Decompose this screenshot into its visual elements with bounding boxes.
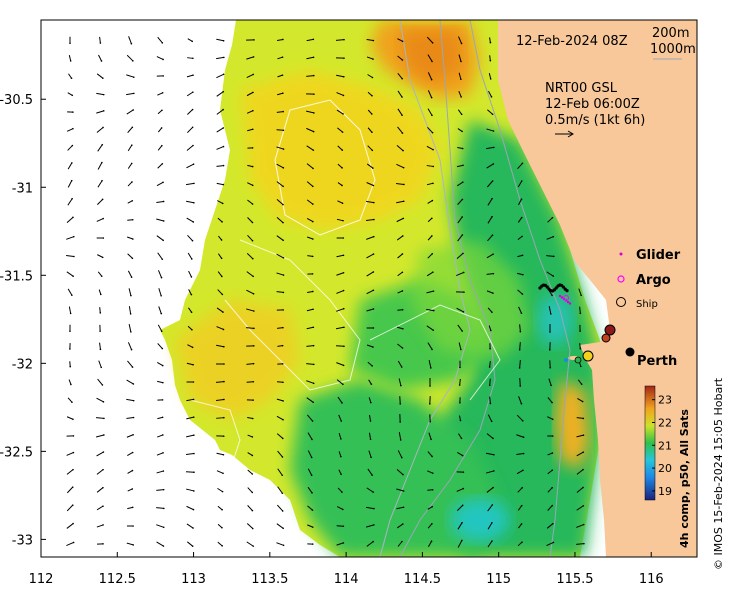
isobath-deep: [379, 20, 471, 557]
y-tick-label: -31: [12, 181, 33, 196]
x-tick-label: 113.5: [251, 572, 288, 587]
x-tick-label: 115: [486, 572, 511, 587]
argo-marker: [563, 295, 569, 301]
x-tick-label: 112.5: [99, 572, 136, 587]
ship-legend-marker: [616, 297, 626, 307]
glider-legend-label: Glider: [636, 248, 681, 263]
sst-cyan-patch-south: [450, 498, 510, 542]
ship-marker-4: [574, 356, 582, 364]
colorbar-tick-label: 19: [658, 485, 672, 498]
colorbar-tick-label: 20: [658, 462, 672, 475]
ssh-contour-west: [224, 239, 361, 391]
x-tick-label: 112: [29, 572, 54, 587]
date-label: 12-Feb-2024 08Z: [516, 34, 628, 49]
perth-label: Perth: [637, 354, 677, 369]
sst-cyan-patch-coast: [537, 294, 573, 346]
y-tick-label: -31.5: [0, 269, 33, 284]
ship-marker-3: [582, 350, 594, 362]
isobath-1000-label: 1000m: [650, 42, 696, 57]
x-tick-label: 116: [639, 572, 664, 587]
argo-legend-marker: [617, 275, 625, 283]
credit-label: © IMOS 15-Feb-2024 15:05 Hobart: [712, 377, 725, 570]
current-vectors: [66, 36, 585, 548]
ssh-contour-south: [189, 399, 241, 471]
current-product-label: NRT00 GSL: [545, 81, 618, 96]
colorbar: [644, 385, 656, 501]
isobath-200m: [469, 20, 571, 557]
sst-coastal-warm: [555, 380, 590, 470]
ship-legend-label: Ship: [636, 299, 658, 310]
sst-yellow-west: [175, 300, 300, 420]
ssh-contour-eddy: [274, 99, 376, 236]
y-tick-label: -30.5: [0, 93, 33, 108]
y-axis: -30.5 -31 -31.5 -32 -32.5 -33: [0, 93, 46, 548]
sst-cool-south: [290, 380, 500, 557]
x-tick-label: 115.5: [556, 572, 593, 587]
plot-frame: [40, 19, 698, 558]
scale-arrow: [555, 130, 574, 138]
colorbar-ticks: 19 20 21 22 23: [652, 394, 672, 498]
sst-light-green: [410, 240, 530, 360]
sst-warm-patch-inner: [400, 30, 462, 85]
ssh-contour-central: [369, 304, 501, 401]
colorbar-label: 4h comp, p50, All Sats: [678, 409, 691, 548]
colorbar-tick-label: 22: [658, 416, 672, 429]
y-tick-label: -32.5: [0, 445, 33, 460]
colorbar-tick-label: 23: [658, 394, 672, 407]
glider-track: [538, 283, 572, 305]
x-axis: 112 112.5 113 113.5 114 114.5 115 115.5 116: [29, 552, 664, 587]
y-tick-label: -33: [12, 533, 33, 548]
current-scale-label: 0.5m/s (1kt 6h): [545, 113, 645, 128]
argo-legend-label: Argo: [636, 273, 671, 288]
x-tick-label: 113: [181, 572, 206, 587]
ship-marker-1: [604, 324, 616, 336]
y-tick-label: -32: [12, 357, 33, 372]
glider-legend-marker: [619, 252, 623, 256]
isobath-200-label: 200m: [652, 26, 689, 41]
x-tick-label: 114.5: [404, 572, 441, 587]
current-time-label: 12-Feb 06:00Z: [545, 97, 640, 112]
perth-marker: [625, 347, 635, 357]
colorbar-tick-label: 21: [658, 439, 672, 452]
x-tick-label: 114: [334, 572, 359, 587]
ship-marker-2: [601, 333, 611, 343]
ship-marker-5: [564, 358, 568, 362]
isobath-1000m: [399, 20, 496, 557]
